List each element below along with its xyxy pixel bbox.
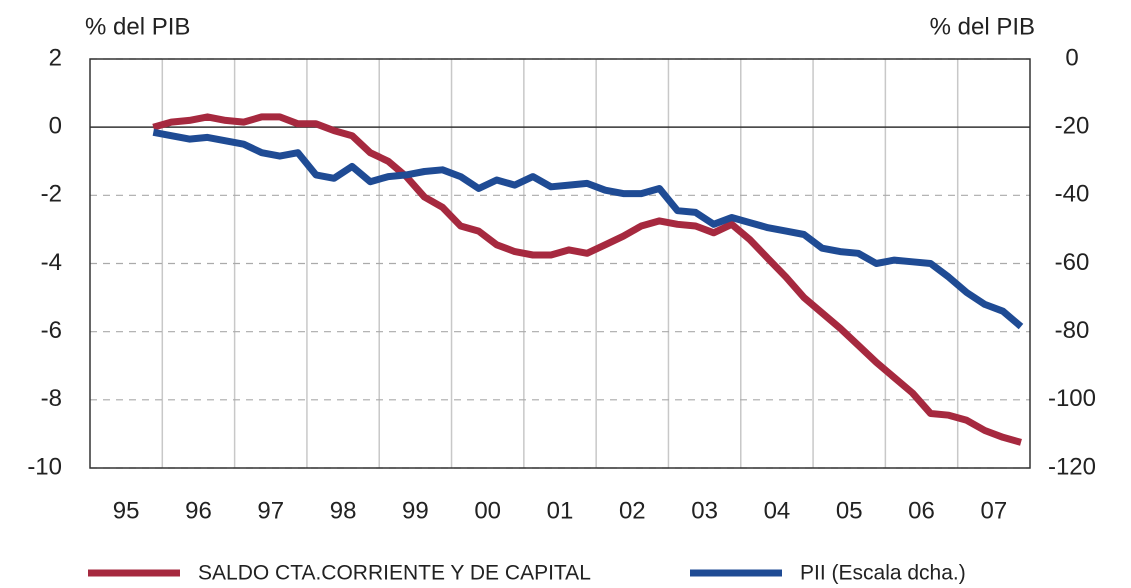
y2-tick-label: -60 [1055,249,1090,276]
series-line [152,128,1024,330]
y2-tick-label: -80 [1055,317,1090,344]
y2-tick-label: -20 [1055,113,1090,140]
y-tick-label: -4 [41,249,62,276]
x-tick-label: 03 [691,497,718,524]
x-tick-label: 95 [113,497,140,524]
y-axis-title: % del PIB [85,13,190,40]
y-tick-label: 2 [49,44,62,71]
y2-axis-title: % del PIB [930,13,1035,40]
x-tick-label: 99 [402,497,429,524]
y-tick-label: -8 [41,385,62,412]
y2-tick-label: -120 [1048,453,1096,480]
x-tick-label: 06 [908,497,935,524]
plot-frame [89,58,1031,469]
x-tick-label: 04 [764,497,791,524]
x-tick-label: 07 [980,497,1007,524]
x-tick-label: 02 [619,497,646,524]
x-tick-label: 00 [474,497,501,524]
x-tick-label: 05 [836,497,863,524]
y-tick-label: 0 [49,113,62,140]
y-tick-label: -6 [41,317,62,344]
legend-label: SALDO CTA.CORRIENTE Y DE CAPITAL [198,562,591,585]
x-tick-label: 96 [185,497,212,524]
y2-tick-label: -40 [1055,181,1090,208]
y2-tick-label: -100 [1048,385,1096,412]
x-tick-label: 98 [330,497,357,524]
legend-label: PII (Escala dcha.) [800,562,966,585]
x-tick-label: 97 [257,497,284,524]
x-tick-label: 01 [547,497,574,524]
series-line [152,113,1022,446]
y2-tick-label: 0 [1065,44,1078,71]
y-tick-label: -2 [41,181,62,208]
y-tick-label: -10 [27,453,62,480]
